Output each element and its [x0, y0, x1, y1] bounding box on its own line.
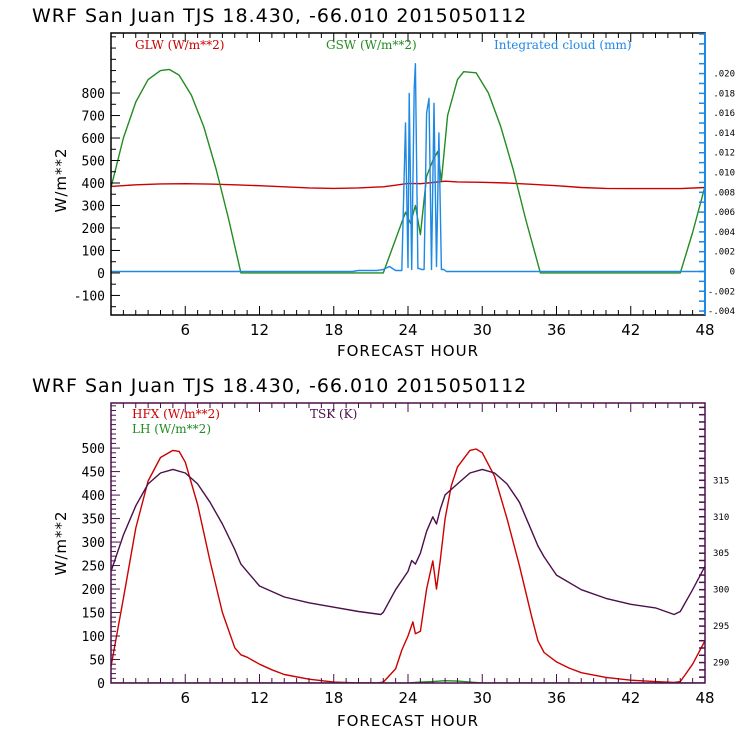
y-tick-label: 500 [82, 442, 105, 457]
x-tick-label: 24 [398, 689, 417, 707]
x-tick-label: 24 [398, 321, 417, 339]
y2-tick-label: .020 [713, 70, 735, 80]
bottom-chart-legend: HFX (W/m**2) LH (W/m**2) TSK (K) [132, 407, 357, 436]
y2-tick-label: 315 [713, 476, 729, 486]
x-tick-label: 48 [695, 321, 714, 339]
x-tick-label: 6 [180, 321, 190, 339]
y-tick-label: 300 [82, 536, 105, 551]
series-line-integrated-cloud-mm [111, 63, 705, 273]
legend-gsw: GSW (W/m**2) [326, 38, 417, 52]
x-tick-label: 36 [547, 321, 566, 339]
legend-integrated-cloud: Integrated cloud (mm) [494, 38, 632, 52]
bottom-chart: 6 12 18 24 30 36 42 48 0 50 100 150 200 250 300 350 400 4… [52, 402, 729, 730]
y-tick-label: 200 [82, 222, 105, 237]
y2-tick-label: 305 [713, 549, 729, 559]
y2-tick-label: .016 [713, 109, 735, 119]
y-tick-label: 400 [82, 489, 105, 504]
y-tick-label: 500 [82, 155, 105, 170]
top-chart-series-group [111, 63, 705, 274]
y2-tick-label: 310 [713, 513, 729, 523]
y-tick-label: 600 [82, 132, 105, 147]
y-tick-label: 0 [97, 267, 105, 282]
y-tick-label: 700 [82, 110, 105, 125]
x-tick-label: 6 [180, 689, 190, 707]
legend-hfx: HFX (W/m**2) [132, 407, 220, 421]
y-tick-label: 0 [97, 677, 105, 692]
x-tick-label: 30 [473, 689, 492, 707]
y-tick-label: 800 [82, 87, 105, 102]
x-tick-label: 30 [473, 321, 492, 339]
y-tick-label: 100 [82, 630, 105, 645]
y-tick-label: 350 [82, 513, 105, 528]
y-tick-label: 100 [82, 244, 105, 259]
y2-tick-label: 295 [713, 622, 729, 632]
y2-tick-label: -.004 [708, 307, 735, 317]
y-tick-label: 150 [82, 607, 105, 622]
bottom-chart-ylabel: W/m**2 [52, 510, 70, 575]
top-chart-xlabel: FORECAST HOUR [337, 342, 479, 360]
x-tick-label: 48 [695, 689, 714, 707]
x-tick-label: 42 [621, 689, 640, 707]
y-tick-label: 250 [82, 560, 105, 575]
bottom-chart-xlabel: FORECAST HOUR [337, 712, 479, 730]
legend-lh: LH (W/m**2) [132, 422, 211, 436]
y2-tick-label: .004 [713, 228, 735, 238]
y2-tick-label: .012 [713, 149, 735, 159]
series-line-glw-w-m-2 [111, 180, 705, 190]
y-tick-label: -100 [74, 289, 105, 304]
x-tick-label: 18 [324, 321, 343, 339]
y-tick-label: 450 [82, 466, 105, 481]
x-tick-label: 12 [250, 321, 269, 339]
y2-tick-label: .006 [713, 208, 735, 218]
x-tick-label: 42 [621, 321, 640, 339]
y-tick-label: 300 [82, 199, 105, 214]
bottom-chart-plot-frame [110, 402, 706, 684]
top-chart-ticks: 6 12 18 24 30 36 42 48 -100 0 100 200 300 400 500 600 70… [74, 33, 735, 339]
y-tick-label: 400 [82, 177, 105, 192]
y2-tick-label: .002 [713, 248, 735, 258]
top-chart-legend: GLW (W/m**2) GSW (W/m**2) Integrated clo… [135, 38, 632, 52]
y2-tick-label: .008 [713, 188, 735, 198]
y2-tick-label: .014 [713, 129, 735, 139]
y-tick-label: 50 [89, 654, 105, 669]
bottom-chart-series-group [111, 448, 705, 683]
top-chart-title: WRF San Juan TJS 18.430, -66.010 2015050… [32, 5, 527, 27]
y-tick-label: 200 [82, 583, 105, 598]
x-tick-label: 36 [547, 689, 566, 707]
bottom-chart-ticks: 6 12 18 24 30 36 42 48 0 50 100 150 200 250 300 350 400 4… [82, 403, 729, 707]
y2-tick-label: 0 [730, 267, 735, 277]
y2-tick-label: .018 [713, 89, 735, 99]
top-chart-ylabel: W/m**2 [52, 147, 70, 212]
x-tick-label: 12 [250, 689, 269, 707]
y2-tick-label: 290 [713, 659, 729, 669]
legend-tsk: TSK (K) [310, 407, 357, 421]
series-line-hfx-w-m-2 [111, 448, 705, 683]
y2-tick-label: 300 [713, 586, 729, 596]
x-tick-label: 18 [324, 689, 343, 707]
bottom-chart-title: WRF San Juan TJS 18.430, -66.010 2015050… [32, 375, 527, 397]
top-chart: 6 12 18 24 30 36 42 48 -100 0 100 200 300 400 500 600 70… [52, 32, 735, 360]
y2-tick-label: .010 [713, 169, 735, 179]
series-line-tsk-k [111, 468, 705, 616]
y2-tick-label: -.002 [708, 287, 735, 297]
legend-glw: GLW (W/m**2) [135, 38, 224, 52]
